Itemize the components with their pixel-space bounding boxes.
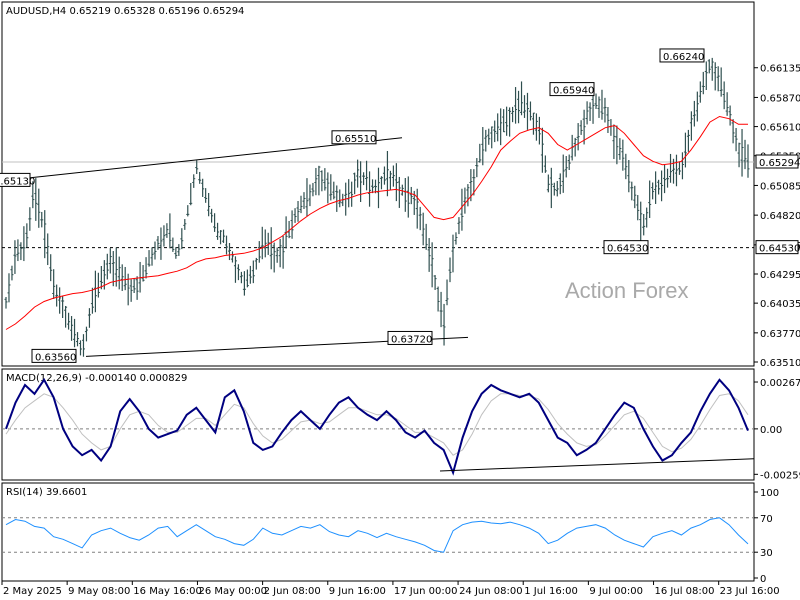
left-edge-label: 0.65130 — [0, 176, 35, 187]
annotation-label: 0.66240 — [663, 52, 704, 63]
annotation-label: 0.63560 — [35, 352, 76, 363]
macd-tick-label: 0.002671 — [760, 378, 800, 389]
x-tick-label: 23 Jul 16:00 — [720, 586, 780, 597]
macd-signal-line — [5, 393, 749, 456]
annotation-box — [331, 130, 377, 145]
price-panel: AUDUSD,H4 0.65219 0.65328 0.65196 0.6529… — [0, 1, 800, 369]
current-price-label: 0.65294 — [759, 158, 800, 169]
left-edge-box — [0, 172, 31, 187]
watermark: Action Forex — [565, 278, 689, 303]
rsi-polyline — [5, 517, 749, 553]
macd-tick-label: 0.00 — [760, 425, 782, 436]
rsi-panel-title: RSI(14) 39.6601 — [6, 487, 87, 498]
price-panel-title: AUDUSD,H4 0.65219 0.65328 0.65196 0.6529… — [6, 6, 244, 17]
x-tick-label: 16 May 16:00 — [133, 586, 202, 597]
y-tick-label: 0.64295 — [760, 270, 800, 281]
ma-polyline — [5, 115, 748, 330]
y-tick-label: 0.66135 — [760, 64, 800, 75]
upper-trendline — [5, 137, 403, 181]
annotation-label: 0.65940 — [553, 86, 594, 97]
annotation-box — [31, 348, 77, 363]
y-tick-label: 0.65870 — [760, 93, 800, 104]
y-tick-label: 0.63510 — [760, 358, 800, 369]
rsi-tick-label: 70 — [760, 514, 773, 525]
x-tick-label: 2 Jun 08:00 — [264, 586, 321, 597]
macd-main-line — [5, 377, 749, 476]
x-tick-label: 9 May 08:00 — [68, 586, 130, 597]
annotation-label: 0.65510 — [335, 134, 376, 145]
y-tick-label: 0.65085 — [760, 181, 800, 192]
annotation-label: 0.63720 — [391, 334, 432, 345]
rsi-y-axis: 100 70 30 0 — [754, 488, 779, 585]
annotation-box — [603, 240, 649, 255]
macd-panel: MACD(12,26,9) -0.000140 0.000829 0.00267… — [1, 368, 800, 481]
y-tick-label: 0.65610 — [760, 123, 800, 134]
macd-trendline — [439, 458, 755, 472]
y-tick-label: 0.64035 — [760, 299, 800, 310]
rsi-line — [2, 517, 754, 553]
annotation-box — [387, 330, 433, 345]
x-tick-label: 24 Jun 08:00 — [459, 586, 523, 597]
macd-tick-label: -0.00259 — [760, 470, 800, 481]
x-tick-label: 1 Jul 16:00 — [524, 586, 578, 597]
rsi-panel: RSI(14) 39.6601 100 70 30 0 — [1, 482, 779, 585]
x-tick-label: 17 Jun 00:00 — [394, 586, 458, 597]
support-price-label-box — [755, 240, 799, 255]
moving-average-line — [5, 115, 748, 330]
macd-y-axis: 0.002671 0.00 -0.00259 — [754, 378, 800, 481]
annotation-box — [659, 48, 705, 63]
macd-lines — [2, 377, 755, 476]
x-tick-label: 26 May 00:00 — [198, 586, 267, 597]
x-tick-label: 9 Jun 16:00 — [329, 586, 386, 597]
y-tick-label: 0.64820 — [760, 211, 800, 222]
support-price-label: 0.64530 — [759, 244, 800, 255]
price-bars — [4, 57, 750, 357]
y-tick-label: 0.63770 — [760, 329, 800, 340]
macd-panel-title: MACD(12,26,9) -0.000140 0.000829 — [6, 373, 187, 384]
rsi-tick-label: 100 — [760, 488, 779, 499]
time-axis: 2 May 2025 9 May 08:00 16 May 16:0026 May … — [1, 581, 780, 597]
annotation-label: 0.64530 — [607, 244, 648, 255]
x-tick-label: 9 Jul 00:00 — [589, 586, 643, 597]
annotation-box — [549, 82, 595, 97]
rsi-tick-label: 30 — [760, 548, 773, 559]
price-annotations: 0.66240 0.65940 0.65510 0.64530 0.63720 0.635… — [0, 48, 705, 363]
x-tick-label: 2 May 2025 — [3, 586, 62, 597]
rsi-tick-label: 0 — [760, 574, 766, 585]
price-y-axis: 0.661350.658700.656100.653500.650850.648… — [754, 64, 800, 369]
x-tick-label: 16 Jul 08:00 — [655, 586, 715, 597]
current-price-label-box — [755, 154, 799, 169]
